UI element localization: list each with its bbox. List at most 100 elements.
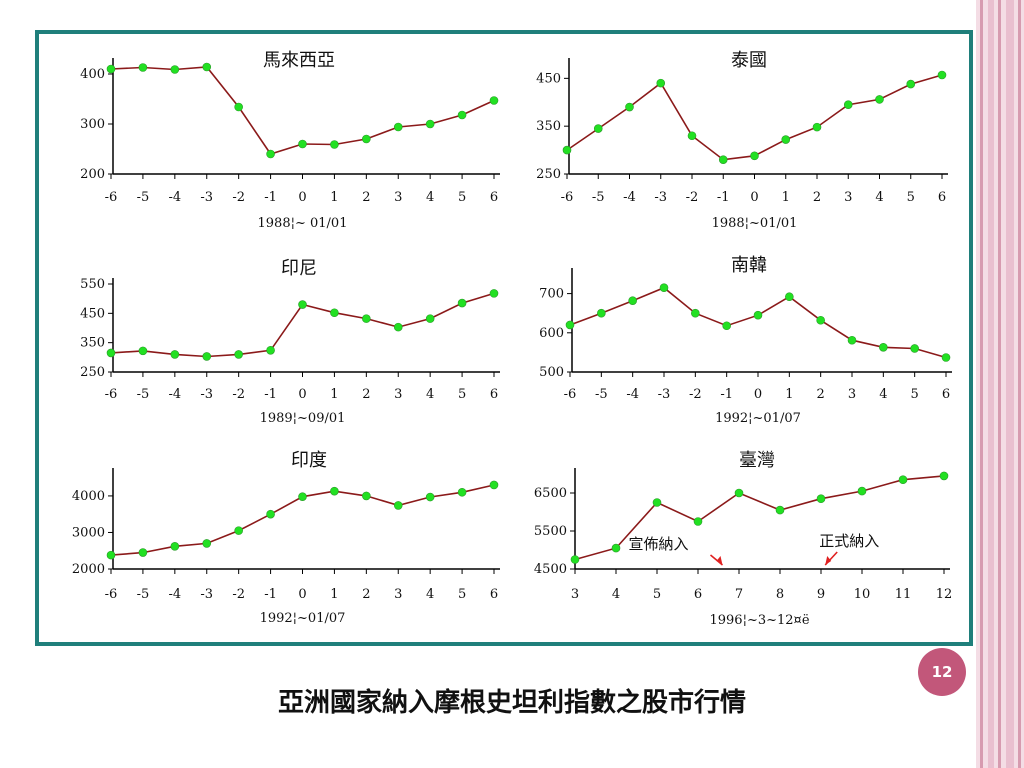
annotation-arrow-head bbox=[825, 556, 832, 565]
data-point bbox=[565, 320, 575, 330]
data-point bbox=[693, 517, 703, 526]
data-point bbox=[330, 308, 339, 318]
y-tick-label: 6500 bbox=[534, 486, 567, 501]
data-point bbox=[425, 314, 435, 323]
x-tick-label: -5 bbox=[595, 387, 608, 402]
x-tick-label: 3 bbox=[394, 387, 402, 402]
data-point bbox=[753, 310, 763, 320]
x-tick-label: -5 bbox=[592, 190, 605, 205]
chart-title: 泰國 bbox=[731, 50, 767, 71]
data-point bbox=[812, 122, 822, 132]
x-tick-label: 10 bbox=[854, 587, 871, 602]
x-tick-label: 1 bbox=[785, 387, 793, 402]
y-tick-label: 500 bbox=[539, 365, 564, 380]
series-line bbox=[574, 475, 945, 561]
x-tick-label: 3 bbox=[844, 190, 852, 205]
data-point bbox=[734, 488, 744, 498]
data-point bbox=[785, 292, 794, 302]
chart-title: 印度 bbox=[291, 450, 327, 471]
data-point bbox=[138, 63, 148, 72]
x-tick-label: 5 bbox=[911, 387, 919, 402]
x-tick-label: 5 bbox=[458, 587, 466, 602]
x-tick-label: -4 bbox=[626, 387, 639, 402]
x-tick-label: 0 bbox=[298, 190, 306, 205]
data-point bbox=[266, 509, 275, 519]
y-tick-label: 200 bbox=[80, 167, 105, 182]
x-tick-label: 6 bbox=[490, 190, 498, 205]
chart-title: 印尼 bbox=[281, 258, 317, 279]
y-tick-label: 3000 bbox=[72, 525, 105, 540]
data-point bbox=[939, 471, 949, 481]
data-point bbox=[234, 526, 243, 535]
data-point bbox=[393, 501, 403, 510]
annotation-label: 正式納入 bbox=[819, 532, 879, 550]
x-tick-label: -6 bbox=[561, 190, 574, 205]
x-tick-label: 3 bbox=[571, 587, 579, 602]
x-axis-label: 1996¦~3~12¤ë bbox=[709, 613, 809, 628]
data-point bbox=[362, 134, 371, 144]
x-tick-label: -2 bbox=[686, 190, 699, 205]
y-tick-label: 250 bbox=[80, 365, 105, 380]
x-tick-label: 5 bbox=[907, 190, 915, 205]
data-point bbox=[202, 539, 212, 548]
data-point bbox=[898, 475, 908, 485]
x-tick-label: 4 bbox=[875, 190, 883, 205]
x-tick-label: -1 bbox=[264, 387, 277, 402]
data-point bbox=[847, 335, 857, 345]
data-point bbox=[611, 543, 621, 553]
x-tick-label: 1 bbox=[782, 190, 790, 205]
data-point bbox=[910, 344, 919, 353]
data-point bbox=[937, 70, 947, 80]
x-tick-label: 2 bbox=[362, 387, 370, 402]
page-number-badge: 12 bbox=[918, 648, 966, 696]
x-tick-label: -3 bbox=[200, 190, 213, 205]
y-tick-label: 350 bbox=[536, 119, 561, 134]
x-tick-label: 1 bbox=[330, 587, 338, 602]
data-point bbox=[659, 283, 669, 293]
x-tick-label: -4 bbox=[168, 190, 181, 205]
data-point bbox=[393, 122, 403, 132]
data-point bbox=[106, 348, 116, 358]
data-point bbox=[425, 492, 435, 502]
x-tick-label: -5 bbox=[137, 190, 150, 205]
data-point bbox=[722, 321, 731, 331]
x-axis-label: 1992¦~01/07 bbox=[715, 411, 801, 426]
data-point bbox=[857, 486, 867, 496]
x-axis-label: 1989¦~09/01 bbox=[260, 411, 346, 426]
data-point bbox=[879, 343, 888, 352]
x-tick-label: -5 bbox=[137, 387, 150, 402]
series-line bbox=[566, 74, 943, 161]
x-tick-label: 2 bbox=[362, 587, 370, 602]
x-tick-label: 1 bbox=[330, 387, 338, 402]
data-point bbox=[656, 78, 666, 88]
x-tick-label: 7 bbox=[735, 587, 743, 602]
chart-title: 馬來西亞 bbox=[263, 50, 335, 71]
decorative-stripes bbox=[976, 0, 1024, 768]
x-tick-label: 11 bbox=[895, 587, 912, 602]
data-point bbox=[489, 480, 499, 490]
data-point bbox=[330, 486, 339, 496]
x-tick-label: -4 bbox=[623, 190, 636, 205]
x-tick-label: 0 bbox=[754, 387, 762, 402]
data-point bbox=[298, 492, 307, 501]
x-tick-label: -1 bbox=[264, 190, 277, 205]
data-point bbox=[425, 119, 435, 129]
x-tick-label: -1 bbox=[720, 387, 733, 402]
x-axis-label: 1988¦~01/01 bbox=[712, 216, 798, 231]
x-tick-label: -4 bbox=[168, 387, 181, 402]
data-point bbox=[106, 550, 116, 560]
x-tick-label: -3 bbox=[658, 387, 671, 402]
data-point bbox=[843, 100, 853, 109]
x-tick-label: 4 bbox=[879, 387, 887, 402]
x-axis-label: 1988¦~ 01/01 bbox=[258, 216, 348, 231]
x-tick-label: 6 bbox=[694, 587, 702, 602]
x-tick-label: 1 bbox=[330, 190, 338, 205]
data-point bbox=[457, 487, 467, 497]
data-point bbox=[570, 555, 580, 564]
data-point bbox=[266, 345, 275, 355]
x-tick-label: 4 bbox=[426, 387, 434, 402]
x-tick-label: -1 bbox=[264, 587, 277, 602]
data-point bbox=[941, 353, 951, 362]
x-tick-label: 9 bbox=[817, 587, 825, 602]
x-tick-label: -1 bbox=[717, 190, 730, 205]
